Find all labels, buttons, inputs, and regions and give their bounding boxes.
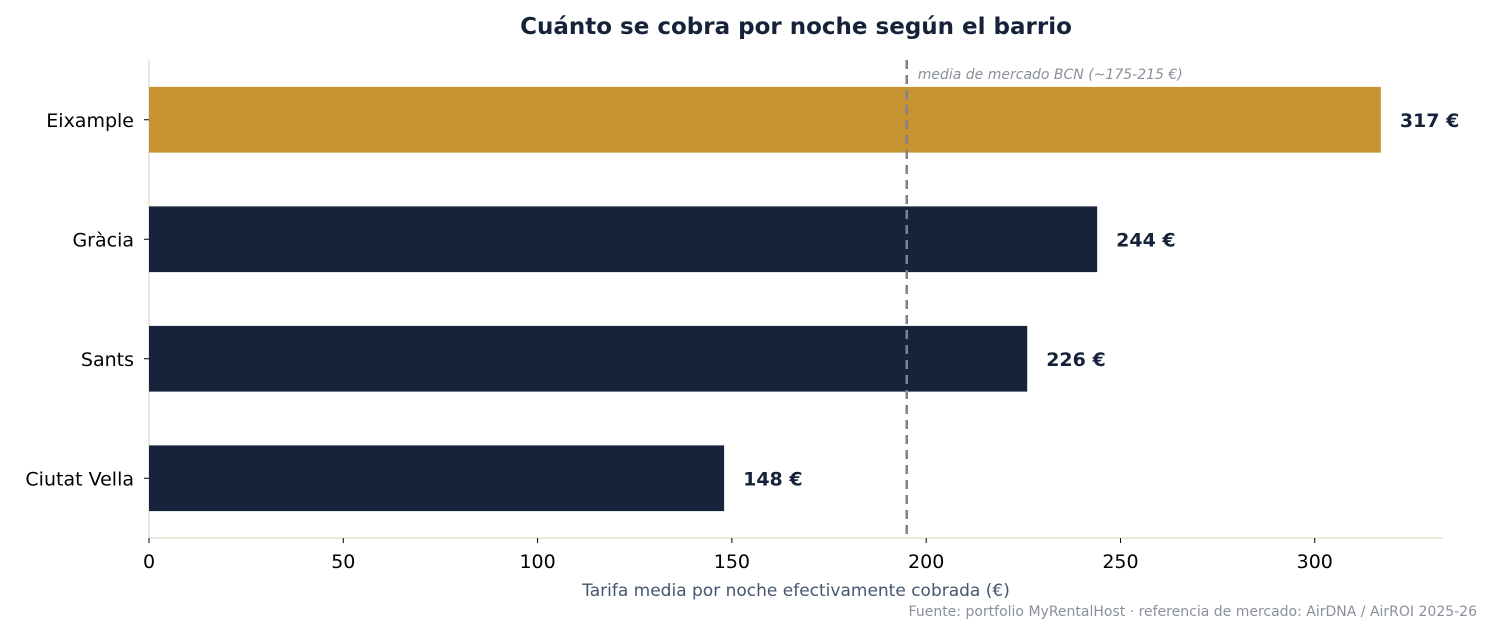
- value-label-2: 226 €: [1046, 349, 1106, 371]
- x-tick-label-5: 250: [1102, 551, 1138, 573]
- category-label-0: Eixample: [46, 110, 134, 132]
- source-note: Fuente: portfolio MyRentalHost · referen…: [909, 604, 1478, 620]
- reference-label: media de mercado BCN (~175-215 €): [918, 67, 1183, 83]
- x-tick-label-6: 300: [1297, 551, 1333, 573]
- chart-title: Cuánto se cobra por noche según el barri…: [520, 14, 1072, 40]
- x-tick-label-3: 150: [714, 551, 750, 573]
- bar-2: [149, 325, 1028, 392]
- category-label-3: Ciutat Vella: [25, 468, 134, 490]
- category-label-1: Gràcia: [72, 229, 134, 251]
- x-tick-label-1: 50: [331, 551, 355, 573]
- plot-area: Eixample 317 € Gràcia 244 € Sants 226 € Ciutat…: [25, 60, 1459, 573]
- category-label-2: Sants: [81, 349, 134, 371]
- value-label-1: 244 €: [1116, 229, 1176, 251]
- bar-3: [149, 445, 725, 512]
- x-tick-label-2: 100: [519, 551, 555, 573]
- value-label-0: 317 €: [1400, 110, 1460, 132]
- x-tick-label-0: 0: [143, 551, 155, 573]
- bar-0: [149, 86, 1381, 153]
- value-label-3: 148 €: [743, 468, 803, 490]
- bar-1: [149, 206, 1098, 273]
- x-axis-label: Tarifa media por noche efectivamente cob…: [581, 581, 1010, 601]
- x-tick-label-4: 200: [908, 551, 944, 573]
